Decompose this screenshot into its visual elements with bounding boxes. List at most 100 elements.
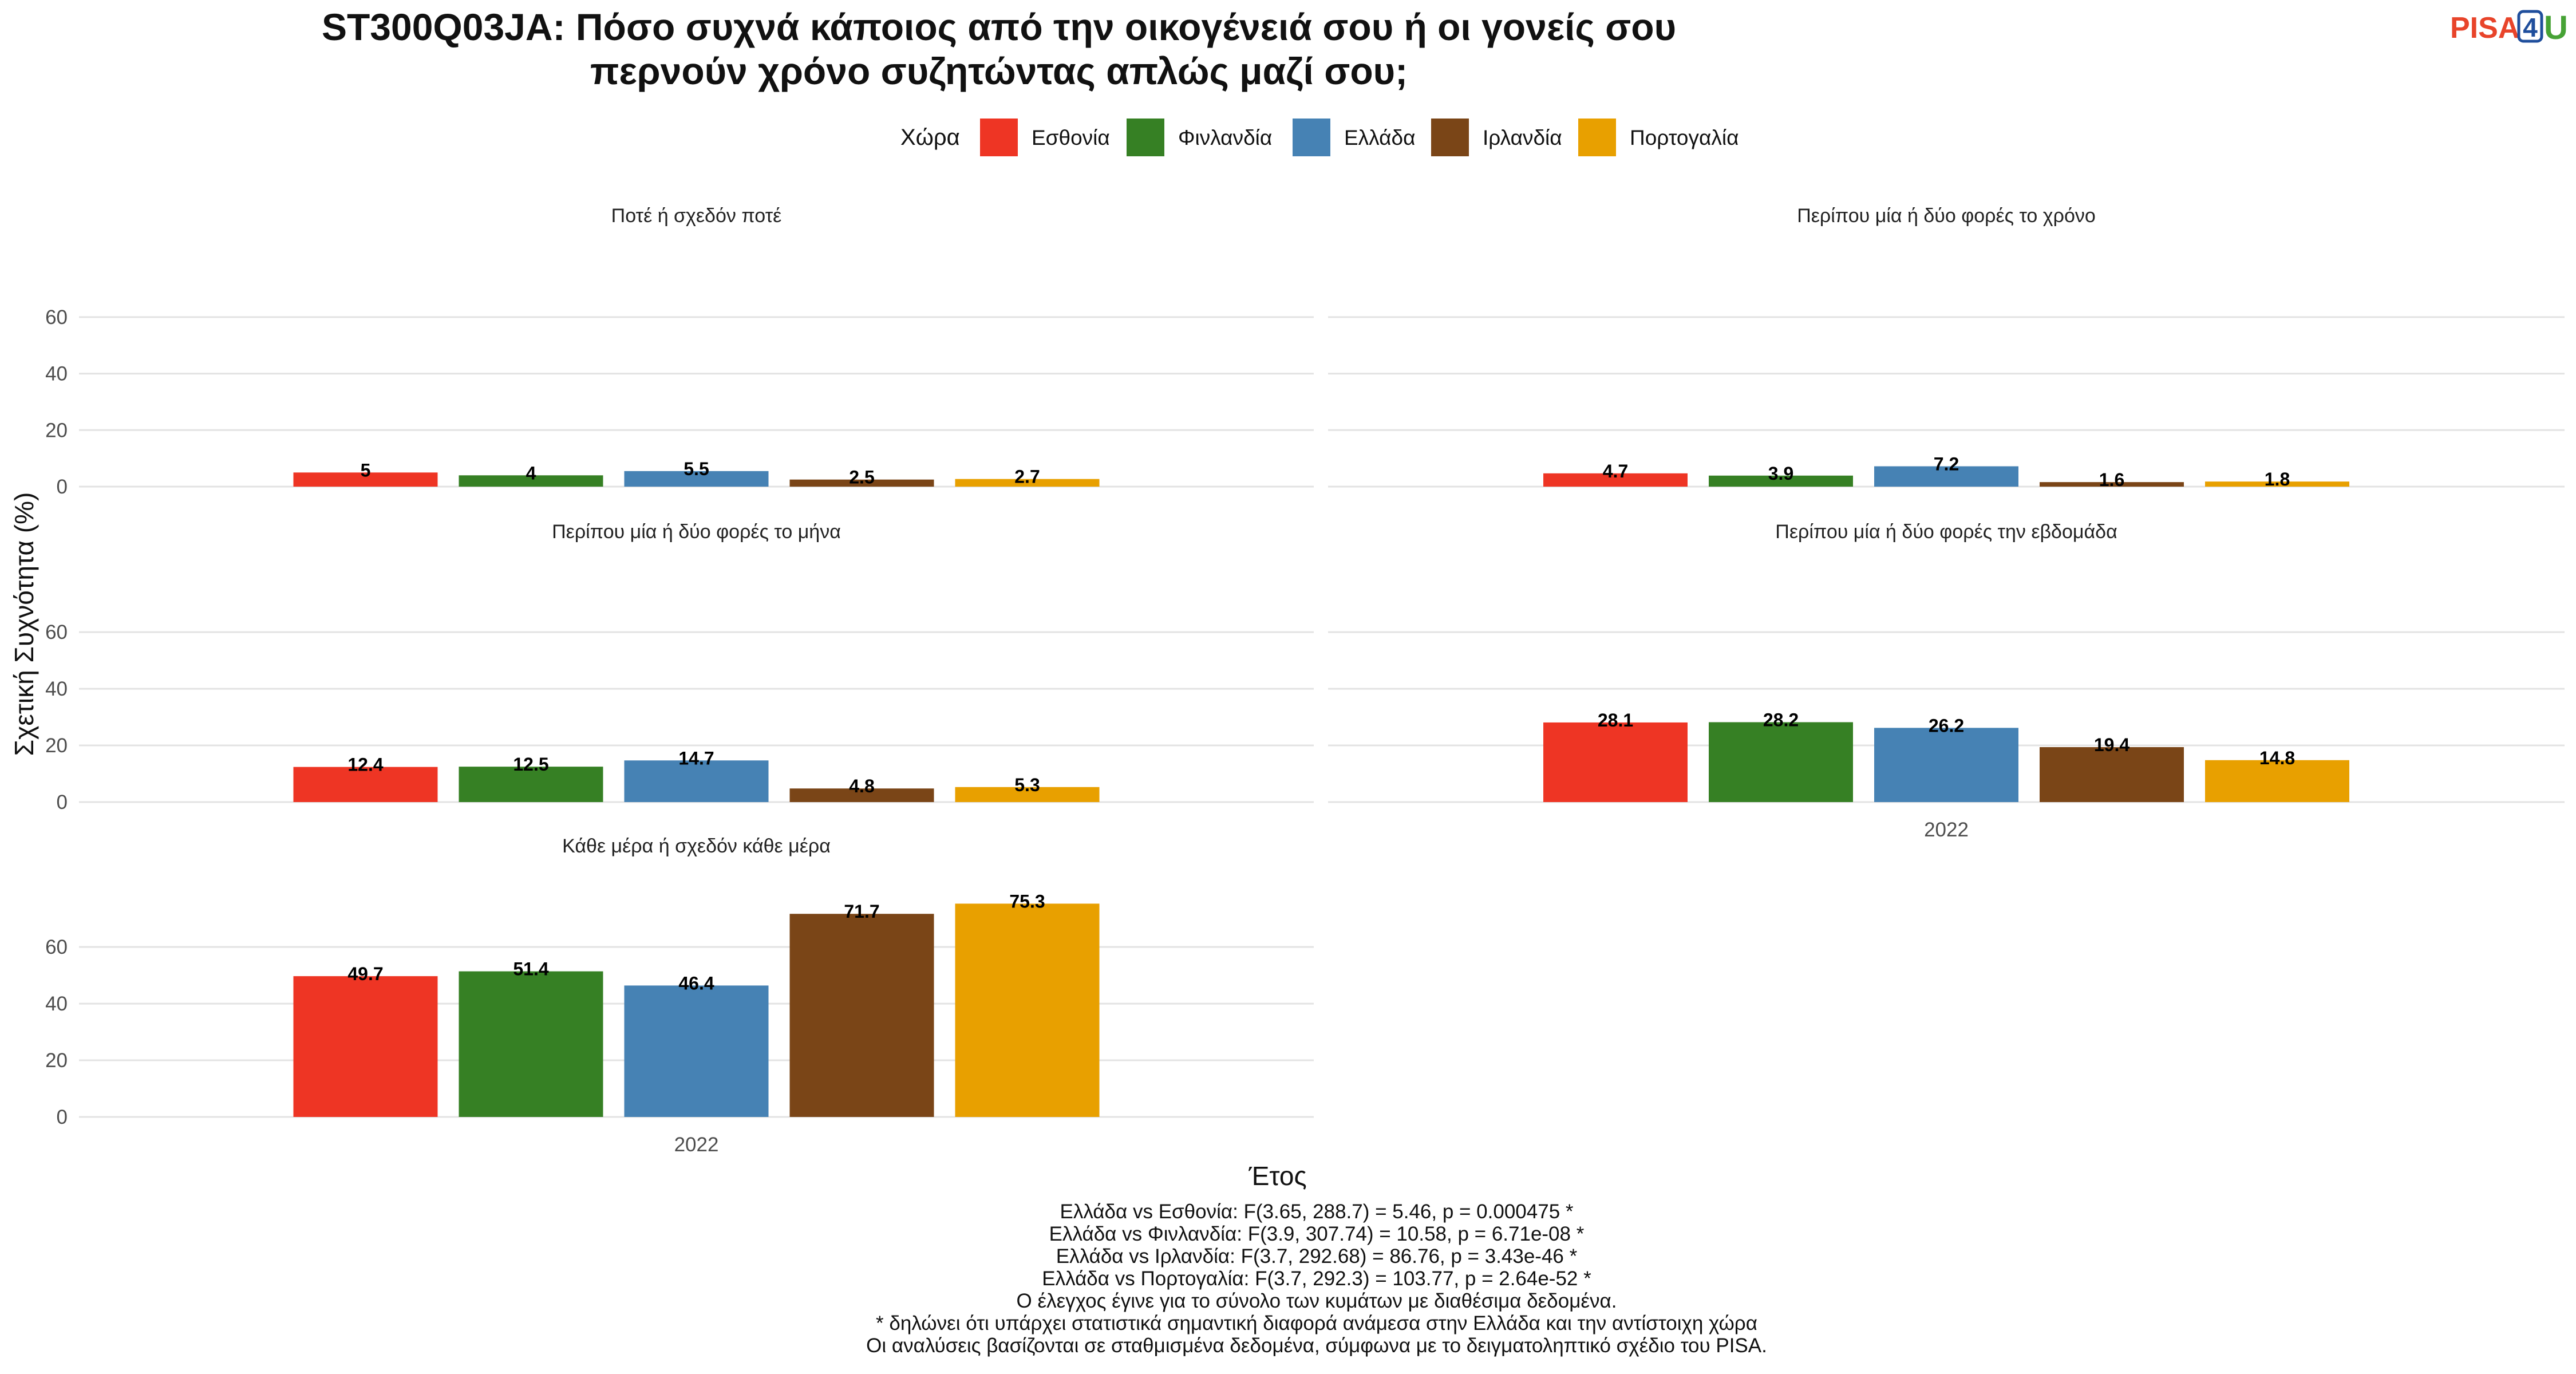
bar [789,788,934,802]
bar [789,479,934,487]
bar-value-label: 5.3 [1014,775,1040,795]
logo-four-text: 4 [2523,13,2538,42]
bar-value-label: 71.7 [844,901,879,922]
bar [1709,722,1853,802]
footnote-line: * δηλώνει ότι υπάρχει στατιστικά σημαντι… [876,1312,1757,1334]
logo-pisa-text: PISA [2450,11,2519,45]
x-tick-label: 2022 [1924,819,1969,841]
facet-panels: Ποτέ ή σχεδόν ποτέ 0 20 40 60 5 4 5.5 2.5 2.7 Περί… [45,205,2565,1156]
bar-value-label: 7.2 [1934,453,1959,474]
legend-swatch [980,119,1018,156]
x-axis-title: Έτος [1248,1161,1306,1191]
bar-value-label: 49.7 [347,964,383,984]
bar [624,760,769,802]
y-tick-label: 40 [45,993,68,1015]
footnotes: Ελλάδα vs Εσθονία: F(3.65, 288.7) = 5.46… [866,1201,1767,1357]
y-tick-label: 0 [57,1106,68,1128]
legend-swatch [1293,119,1330,156]
bar [1874,728,2018,802]
y-tick-label: 20 [45,735,68,757]
legend-label: Εσθονία [1032,126,1110,149]
bar-value-label: 5 [361,460,371,480]
bar [789,914,934,1117]
y-tick-label: 0 [57,791,68,814]
panel-title: Περίπου μία ή δύο φορές το χρόνο [1797,205,2096,227]
bar-value-label: 75.3 [1009,891,1045,911]
footnote-line: Ελλάδα vs Φινλανδία: F(3.9, 307.74) = 10… [1049,1223,1585,1245]
y-tick-label: 60 [45,936,68,958]
y-axis-title: Σχετική Συχνότητα (%) [9,492,39,756]
bar-value-label: 14.8 [2259,748,2295,768]
bar [293,472,438,487]
bar [1543,722,1688,802]
bar-value-label: 2.5 [849,467,874,488]
legend-label: Ιρλανδία [1483,126,1562,149]
bar [955,479,1100,487]
bar-value-label: 12.5 [513,754,548,775]
footnote-line: Ο έλεγχος έγινε για το σύνολο των κυμάτω… [1017,1290,1617,1312]
x-tick-label: 2022 [674,1134,719,1156]
y-tick-label: 20 [45,1049,68,1072]
legend: Χώρα Εσθονία Φινλανδία Ελλάδα Ιρλανδία Πορτογ… [900,119,1739,156]
panel-title: Περίπου μία ή δύο φορές το μήνα [552,521,841,543]
bar [1709,475,1853,487]
bar [624,985,769,1117]
legend-label: Πορτογαλία [1630,126,1739,149]
pisa4u-logo: PISA 4 U [2450,9,2568,46]
y-tick-label: 60 [45,306,68,329]
panel-title: Κάθε μέρα ή σχεδόν κάθε μέρα [562,835,831,857]
footnote-line: Ελλάδα vs Πορτογαλία: F(3.7, 292.3) = 10… [1042,1268,1591,1290]
y-tick-label: 60 [45,621,68,643]
bar-value-label: 5.5 [683,459,709,479]
bar [2205,760,2349,802]
bar-value-label: 1.6 [2099,469,2124,490]
facet-panel: Κάθε μέρα ή σχεδόν κάθε μέρα 0 20 40 60 49.7 5… [45,835,1314,1156]
chart-title-line-1: ST300Q03JA: Πόσο συχνά κάποιος από την ο… [322,6,1676,48]
bar [624,471,769,487]
y-tick-label: 40 [45,678,68,700]
bar-value-label: 28.2 [1763,709,1799,730]
facet-panel: Περίπου μία ή δύο φορές το μήνα 0 20 40 60 12… [45,521,1314,814]
bar-value-label: 51.4 [513,959,548,980]
bar-value-label: 19.4 [2094,735,2129,755]
legend-title: Χώρα [900,125,960,150]
bar-value-label: 4.8 [849,776,874,796]
bar-value-label: 4 [526,463,536,483]
y-tick-label: 40 [45,363,68,385]
bar [2040,482,2184,487]
y-tick-label: 0 [57,476,68,498]
facet-panel: Ποτέ ή σχεδόν ποτέ 0 20 40 60 5 4 5.5 2.5 2.7 [45,205,1314,498]
bar [1874,466,2018,487]
bar-value-label: 12.4 [347,755,383,775]
footnote-line: Οι αναλύσεις βασίζονται σε σταθμισμένα δ… [866,1334,1767,1357]
panel-title: Ποτέ ή σχεδόν ποτέ [611,205,782,227]
facet-panel: Περίπου μία ή δύο φορές την εβδομάδα 28.1… [1328,521,2565,841]
bar [459,475,603,487]
footnote-line: Ελλάδα vs Εσθονία: F(3.65, 288.7) = 5.46… [1060,1201,1573,1223]
bar-value-label: 46.4 [678,973,714,993]
chart-title-line-2: περνούν χρόνο συζητώντας απλώς μαζί σου; [590,50,1408,92]
bar [293,767,438,802]
legend-swatch [1127,119,1164,156]
bar [955,787,1100,802]
bar-value-label: 14.7 [678,748,714,768]
logo-u-text: U [2544,9,2568,46]
logo-four-box [2517,10,2543,43]
bar [1543,473,1688,487]
bar-value-label: 1.8 [2265,469,2290,489]
y-tick-label: 20 [45,419,68,441]
bar-value-label: 26.2 [1929,715,1964,736]
bar [955,903,1100,1117]
footnote-line: Ελλάδα vs Ιρλανδία: F(3.7, 292.68) = 86.… [1056,1245,1578,1268]
legend-label: Ελλάδα [1344,126,1416,149]
bar [459,971,603,1117]
panel-title: Περίπου μία ή δύο φορές την εβδομάδα [1775,521,2117,543]
bar-value-label: 2.7 [1014,467,1040,487]
legend-swatch [1431,119,1469,156]
legend-swatch [1578,119,1616,156]
bar [2040,747,2184,802]
bar [2205,481,2349,487]
bar-value-label: 3.9 [1768,463,1793,484]
bar [459,767,603,802]
